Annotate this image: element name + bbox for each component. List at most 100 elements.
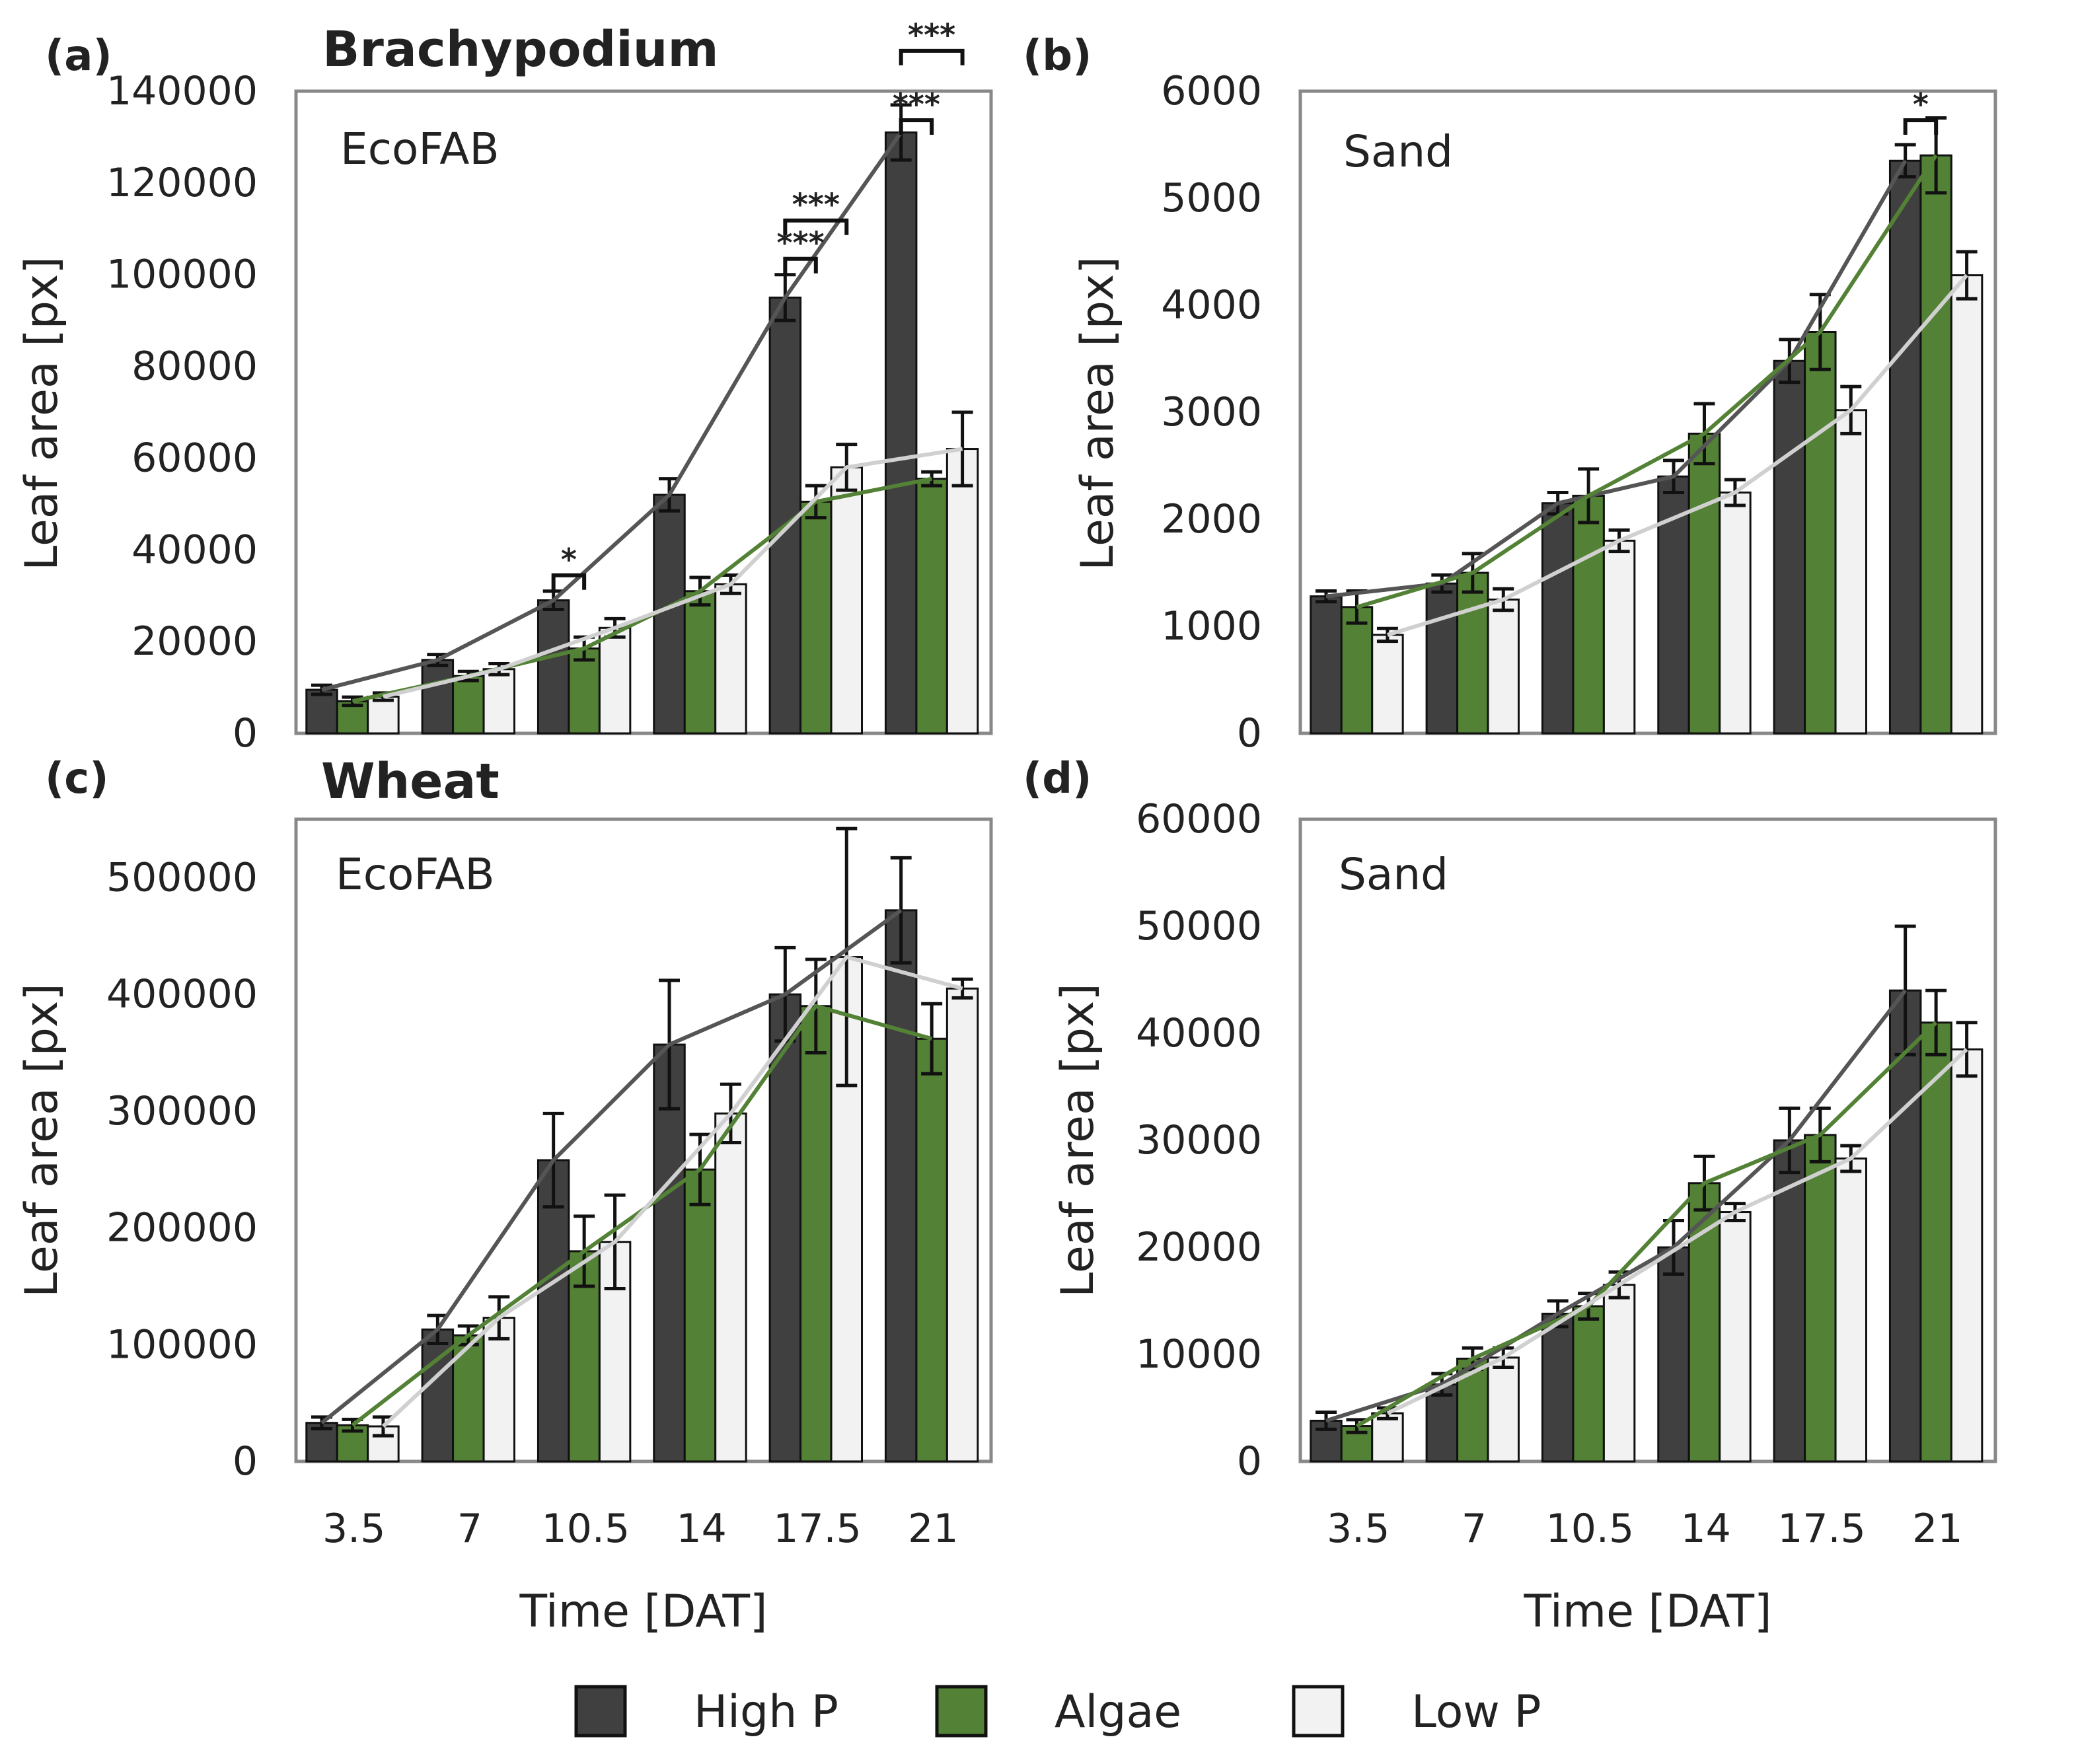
y-tick-label: 3000 (1161, 389, 1262, 435)
y-tick-label: 5000 (1161, 175, 1262, 221)
y-tick-label: 1000 (1161, 603, 1262, 649)
x-tick-label: 10.5 (1546, 1506, 1635, 1552)
legend-item-low-p: Low P (1292, 1685, 1541, 1738)
legend: High P Algae Low P (574, 1685, 1541, 1738)
y-tick-label: 40000 (1136, 1010, 1262, 1056)
bar-low-p-17.5 (1834, 1158, 1868, 1463)
plot-frame (294, 89, 993, 735)
x-tick-label: 7 (457, 1506, 482, 1552)
y-tick-label: 50000 (1136, 903, 1262, 949)
panel-letter: (a) (45, 32, 112, 81)
y-tick-label: 140000 (106, 68, 258, 114)
panel-letter: (c) (45, 754, 108, 803)
bar-low-p-21 (945, 987, 979, 1463)
y-tick-label: 4000 (1161, 282, 1262, 328)
y-tick-label: 200000 (106, 1205, 258, 1251)
species-title: Brachypodium (322, 21, 719, 78)
significance-label: * (1913, 87, 1929, 122)
y-tick-label: 20000 (131, 618, 258, 665)
bar-high-p-3.5 (1310, 595, 1343, 735)
x-tick-label: 3.5 (1327, 1506, 1390, 1552)
y-tick-label: 500000 (106, 854, 258, 900)
bar-low-p-10.5 (1602, 539, 1636, 735)
species-title: Wheat (321, 753, 500, 810)
trend-line-high-p (320, 908, 903, 1425)
bar-high-p-21 (884, 909, 918, 1463)
bar-high-p-10.5 (537, 599, 570, 735)
x-tick-label: 17.5 (1777, 1506, 1866, 1552)
error-bar (921, 470, 943, 488)
y-axis-label: Leaf area [px] (1052, 983, 1104, 1297)
significance-bracket: *** (899, 17, 965, 65)
y-tick-label: 0 (233, 710, 258, 756)
significance-label: *** (908, 17, 955, 53)
y-tick-label: 60000 (1136, 796, 1262, 842)
y-tick-label: 100000 (106, 1321, 258, 1368)
y-axis-label: Leaf area [px] (16, 256, 68, 570)
legend-swatch (574, 1685, 627, 1738)
panel-letter: (b) (1023, 32, 1092, 81)
panel-b: (b) Sand 0 1000 2000 3000 4000 5000 6000 Leaf are… (1023, 32, 1997, 756)
bar-algae-21 (915, 1037, 948, 1463)
legend-label: Algae (1055, 1686, 1181, 1738)
bar-low-p-21 (945, 448, 979, 735)
y-tick-label: 0 (233, 1438, 258, 1485)
inset-label: Sand (1343, 126, 1453, 177)
bar-algae-7 (452, 675, 485, 735)
y-axis-label: Leaf area [px] (1072, 256, 1124, 570)
bar-algae-17.5 (799, 1005, 833, 1463)
legend-label: High P (694, 1686, 838, 1738)
significance-label: *** (792, 187, 840, 223)
bar-high-p-17.5 (1773, 1139, 1806, 1463)
legend-label: Low P (1411, 1686, 1541, 1738)
y-axis-label: Leaf area [px] (16, 983, 68, 1297)
x-axis-label: Time [DAT] (519, 1586, 767, 1638)
significance-bracket: * (1903, 87, 1939, 135)
y-tick-label: 30000 (1136, 1117, 1262, 1163)
bar-high-p-21 (1888, 989, 1922, 1463)
bar-high-p-14 (653, 494, 686, 735)
x-tick-label: 10.5 (542, 1506, 630, 1552)
x-tick-label: 17.5 (773, 1506, 862, 1552)
significance-bracket: *** (783, 187, 849, 235)
y-tick-label: 400000 (106, 971, 258, 1017)
bar-low-p-3.5 (1371, 634, 1404, 735)
bar-algae-21 (1919, 1021, 1952, 1463)
inset-label: Sand (1339, 849, 1448, 900)
bar-low-p-17.5 (1834, 409, 1868, 735)
panel-d: (d) Sand 0 10000 20000 30000 40000 50000 60000 Le… (1023, 754, 1997, 1638)
significance-bracket: * (551, 542, 587, 590)
bar-low-p-14 (1719, 1211, 1752, 1463)
x-tick-label: 21 (908, 1506, 958, 1552)
bar-low-p-10.5 (1602, 1284, 1636, 1463)
panel-c: (c) Wheat EcoFAB 0 100000 200000 300000 400000 5… (16, 753, 993, 1638)
legend-item-high-p: High P (574, 1685, 838, 1738)
bar-low-p-21 (1950, 274, 1983, 735)
trend-line-high-p (1325, 989, 1908, 1423)
inset-label: EcoFAB (336, 849, 495, 900)
bar-algae-17.5 (1804, 1134, 1837, 1463)
bar-algae-14 (683, 1168, 717, 1463)
y-tick-label: 300000 (106, 1088, 258, 1134)
bar-high-p-10.5 (1541, 502, 1575, 735)
bar-algae-17.5 (799, 500, 833, 735)
bar-algae-7 (1456, 1357, 1489, 1463)
bar-algae-10.5 (1572, 494, 1605, 735)
bar-high-p-14 (1657, 1246, 1690, 1463)
bar-low-p-21 (1950, 1048, 1983, 1463)
x-axis-label: Time [DAT] (1523, 1586, 1771, 1638)
bar-high-p-21 (884, 131, 918, 735)
trend-line-high-p (321, 131, 903, 692)
trend-line-algae (1356, 154, 1938, 609)
bar-algae-17.5 (1804, 331, 1837, 735)
trend-line-low-p (1387, 274, 1968, 637)
trend-line-low-p (383, 447, 963, 699)
bar-low-p-3.5 (367, 695, 400, 735)
x-tick-label: 7 (1462, 1506, 1487, 1552)
y-tick-label: 2000 (1161, 496, 1262, 542)
significance-bracket: *** (893, 87, 940, 135)
bar-low-p-17.5 (830, 466, 864, 735)
y-tick-label: 60000 (131, 435, 258, 481)
bar-algae-14 (1687, 432, 1721, 735)
